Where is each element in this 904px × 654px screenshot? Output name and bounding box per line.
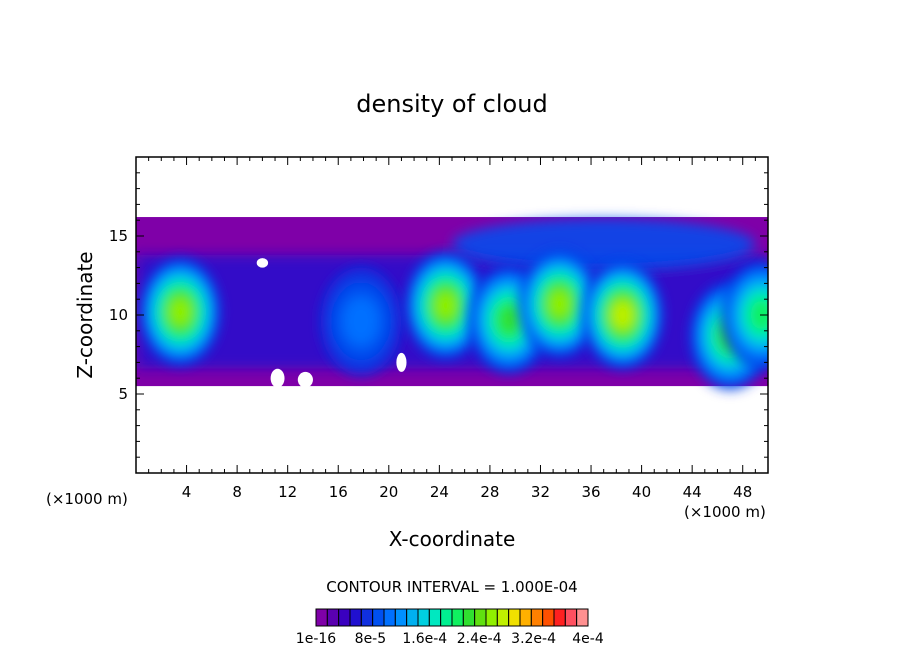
colorbar-swatch	[360, 608, 374, 627]
x-tick-label: 32	[531, 483, 550, 501]
colorbar-swatch	[576, 608, 589, 627]
cloud-core-3-level-15	[435, 292, 456, 319]
x-tick-label: 44	[683, 483, 702, 501]
colorbar-label: 3.2e-4	[511, 631, 556, 647]
colorbar-labels: 1e-16 8e-5 1.6e-4 2.4e-4 3.2e-4 4e-4	[296, 631, 604, 647]
colorbar-swatch	[406, 608, 419, 627]
x-unit-label: (×1000 m)	[684, 503, 766, 521]
cloud-core-1	[139, 258, 221, 366]
colorbar-label: 4e-4	[572, 631, 604, 647]
x-axis-label: X-coordinate	[389, 527, 516, 551]
cloud-core-4-level-13	[498, 305, 520, 334]
y-tick-label: 10	[109, 306, 128, 324]
colorbar-swatch	[451, 608, 464, 627]
cloud-core-3	[405, 251, 487, 360]
x-tick-label: 48	[733, 483, 752, 501]
x-tick-label: 28	[480, 483, 499, 501]
colorbar-swatch	[564, 608, 578, 627]
cloud-core-2	[320, 267, 402, 376]
cloud-core-1-level-15	[170, 298, 191, 326]
colorbar-swatch	[372, 608, 385, 627]
colorbar-swatch	[315, 608, 328, 627]
colorbar-swatch	[462, 608, 476, 627]
clear-gap-1	[270, 368, 285, 388]
x-tick-label: 4	[182, 483, 192, 501]
cloud-core-6	[582, 261, 664, 369]
y-tick-label: 15	[109, 227, 128, 245]
colorbar-swatch	[530, 608, 544, 627]
colorbar-swatch	[496, 608, 510, 627]
cloud-core-8-level-12	[750, 300, 768, 330]
x-tick-label: 24	[430, 483, 449, 501]
chart-title: density of cloud	[356, 90, 547, 118]
x-tick-label: 40	[632, 483, 651, 501]
colorbar-label: 1e-16	[296, 631, 336, 647]
y-tick-label: 5	[118, 385, 128, 403]
cloud-upper-anvil	[452, 218, 756, 270]
colorbar-label: 1.6e-4	[402, 631, 447, 647]
colorbar-swatch	[428, 608, 442, 627]
colorbar-swatch	[508, 608, 521, 627]
colorbar-swatch	[440, 608, 453, 627]
clear-gap-2	[297, 371, 313, 388]
x-tick-label: 16	[329, 483, 348, 501]
colorbar-swatch	[474, 608, 487, 627]
plot-area	[135, 156, 769, 474]
clear-gap-3	[396, 352, 407, 372]
colorbar-label: 2.4e-4	[457, 631, 502, 647]
y-unit-label: (×1000 m)	[46, 490, 128, 508]
x-tick-label: 36	[581, 483, 600, 501]
x-tick-label: 12	[278, 483, 297, 501]
colorbar-swatch	[542, 608, 555, 627]
cloud-core-8	[721, 261, 768, 369]
contour-interval-text: CONTOUR INTERVAL = 1.000E-04	[326, 578, 577, 596]
colorbar-swatch	[394, 608, 408, 627]
axis-ticks	[136, 157, 768, 473]
colorbar-swatch	[326, 608, 340, 627]
cloud-field	[136, 217, 768, 390]
colorbar-swatch	[519, 608, 532, 627]
cloud-core-2-level-6	[342, 296, 380, 346]
x-tick-label: 20	[379, 483, 398, 501]
colorbar-label: 8e-5	[355, 631, 386, 647]
cloud-core-5-level-15	[549, 290, 570, 318]
colorbar-swatch	[383, 608, 396, 627]
x-tick-label: 8	[232, 483, 242, 501]
colorbar-swatch	[417, 608, 430, 627]
colorbar	[315, 608, 589, 627]
colorbar-swatch	[349, 608, 362, 627]
cloud-core-5	[518, 250, 600, 358]
colorbar-swatch	[338, 608, 351, 627]
y-axis-label: Z-coordinate	[73, 251, 97, 378]
cloud-core-6-level-16	[612, 301, 633, 329]
colorbar-swatch	[553, 608, 566, 627]
colorbar-swatch	[485, 608, 498, 627]
clear-gap-4	[256, 258, 269, 268]
